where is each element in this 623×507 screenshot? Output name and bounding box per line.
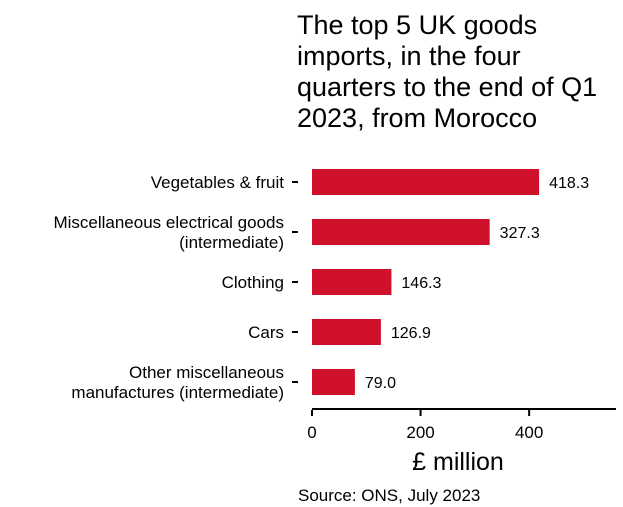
category-label: (intermediate) bbox=[179, 233, 284, 252]
category-label: manufactures (intermediate) bbox=[71, 383, 284, 402]
value-label: 418.3 bbox=[549, 175, 589, 192]
x-axis: 0 200 400 bbox=[292, 181, 616, 442]
category-label: Cars bbox=[248, 323, 284, 342]
bars-group bbox=[312, 169, 540, 395]
category-label: Clothing bbox=[222, 273, 284, 292]
x-axis-title: £ million bbox=[412, 448, 504, 476]
bar bbox=[312, 369, 355, 395]
category-labels-group: Vegetables & fruit Miscellaneous electric… bbox=[53, 173, 284, 402]
chart-title: The top 5 UK goods imports, in the four … bbox=[297, 10, 598, 133]
bar bbox=[312, 319, 381, 345]
x-tick-label: 400 bbox=[515, 423, 543, 442]
value-label: 327.3 bbox=[500, 225, 540, 242]
value-label: 146.3 bbox=[401, 275, 441, 292]
bar bbox=[312, 269, 392, 295]
category-label: Miscellaneous electrical goods bbox=[53, 213, 284, 232]
value-label: 79.0 bbox=[365, 375, 396, 392]
x-tick-label: 0 bbox=[307, 423, 316, 442]
value-labels-group: 418.3 327.3 146.3 126.9 79.0 bbox=[365, 175, 589, 392]
category-label: Other miscellaneous bbox=[129, 363, 284, 382]
x-tick-label: 200 bbox=[406, 423, 434, 442]
bar bbox=[312, 169, 540, 195]
chart-source: Source: ONS, July 2023 bbox=[298, 486, 481, 505]
bar bbox=[312, 219, 490, 245]
category-label: Vegetables & fruit bbox=[151, 173, 285, 192]
value-label: 126.9 bbox=[391, 325, 431, 342]
